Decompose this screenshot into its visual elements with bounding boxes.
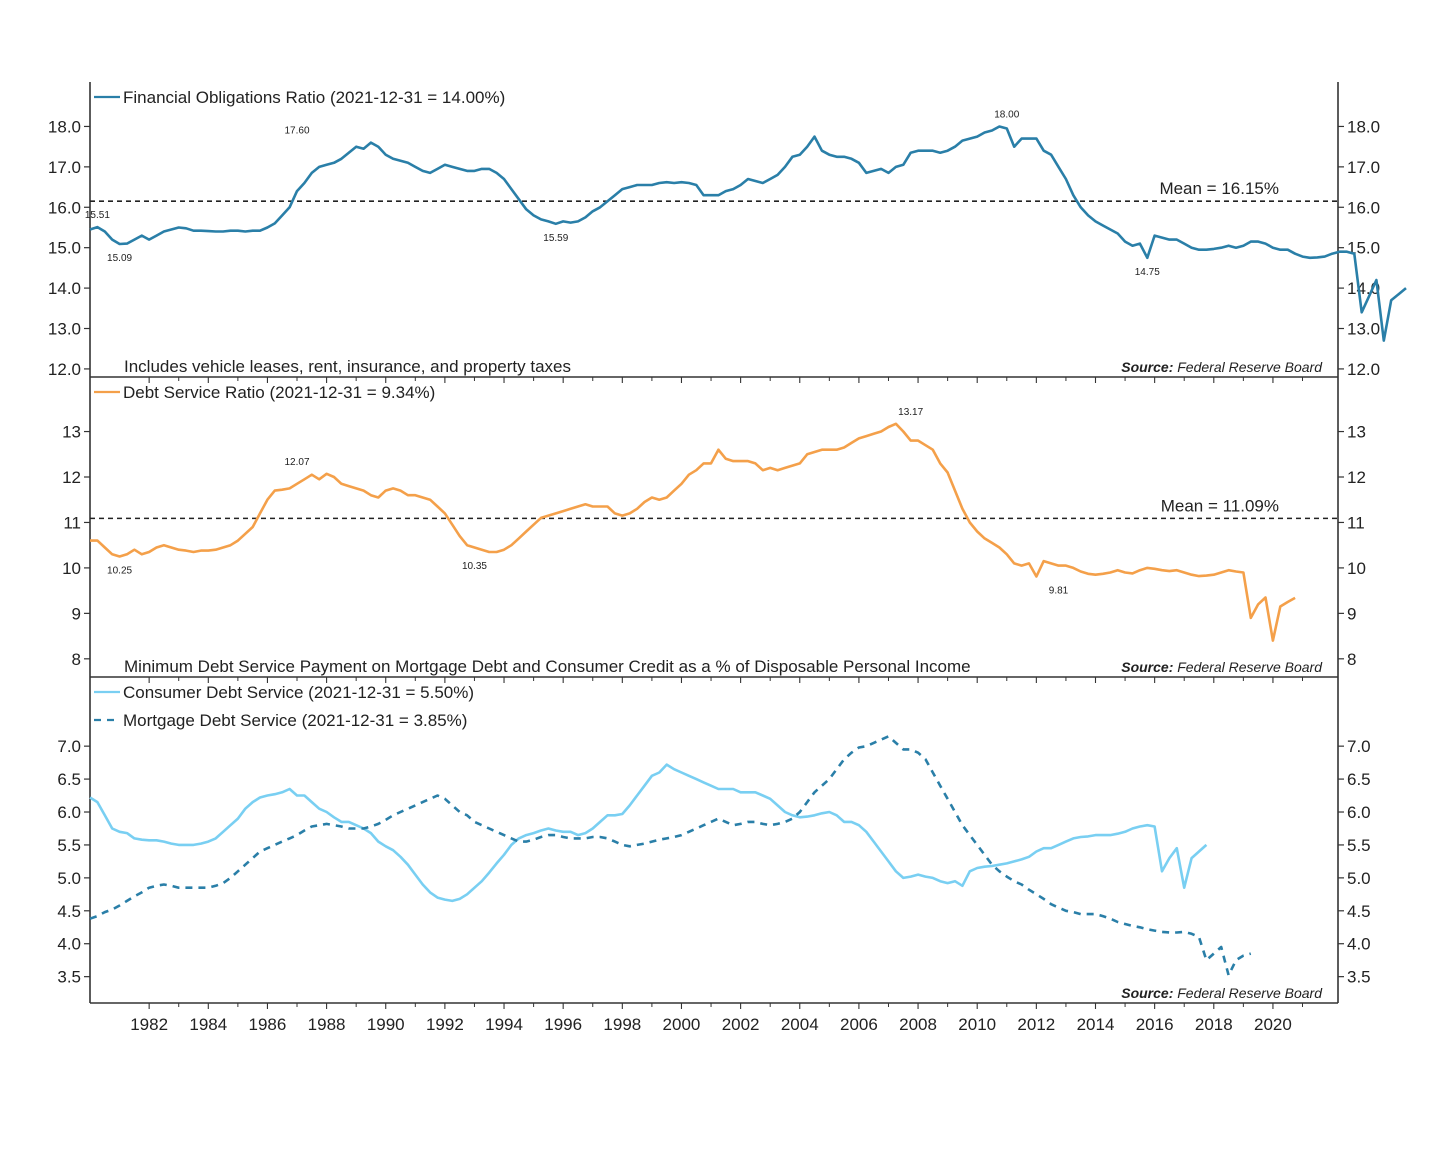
y-tick-label-left: 17.0 bbox=[48, 158, 81, 177]
data-label: 9.81 bbox=[1049, 586, 1069, 597]
y-tick-label-right: 13.0 bbox=[1347, 320, 1380, 339]
y-tick-label-right: 11 bbox=[1347, 513, 1365, 532]
x-tick-label: 2008 bbox=[899, 1015, 937, 1034]
y-tick-label-right: 16.0 bbox=[1347, 198, 1380, 217]
y-tick-label-right: 3.5 bbox=[1347, 968, 1371, 987]
y-tick-label-left: 5.0 bbox=[57, 869, 81, 888]
y-tick-label-left: 15.0 bbox=[48, 239, 81, 258]
source-text: Source: Federal Reserve Board bbox=[1121, 659, 1323, 675]
data-label: 18.00 bbox=[994, 109, 1019, 120]
source-name: Federal Reserve Board bbox=[1173, 359, 1323, 375]
y-tick-label-left: 14.0 bbox=[48, 279, 81, 298]
y-tick-label-right: 10 bbox=[1347, 559, 1366, 578]
y-tick-label-right: 4.0 bbox=[1347, 935, 1371, 954]
y-tick-label-right: 13 bbox=[1347, 423, 1366, 442]
y-tick-label-right: 15.0 bbox=[1347, 239, 1380, 258]
data-label: 13.17 bbox=[898, 407, 923, 418]
y-tick-label-right: 17.0 bbox=[1347, 158, 1380, 177]
series-line-financial-obligations bbox=[89, 125, 1407, 342]
y-tick-label-left: 6.5 bbox=[57, 770, 81, 789]
panel-components: 7.0 7.0 6.5 6.5 6.0 6.0 5.5 5.5 5.0 5.0 4.5 4.5 4.0 4… bbox=[57, 677, 1371, 1034]
data-label: 10.35 bbox=[462, 561, 487, 572]
y-tick-label-left: 13 bbox=[62, 423, 81, 442]
x-tick-label: 1984 bbox=[189, 1015, 227, 1034]
data-label: 15.59 bbox=[543, 233, 568, 244]
y-tick-label-left: 7.0 bbox=[57, 737, 81, 756]
series-line-consumer bbox=[89, 763, 1208, 903]
panel-note: Minimum Debt Service Payment on Mortgage… bbox=[124, 657, 971, 676]
data-label: 15.51 bbox=[85, 210, 110, 221]
x-tick-label: 1982 bbox=[130, 1015, 168, 1034]
x-tick-label: 1988 bbox=[308, 1015, 346, 1034]
y-tick-label-right: 7.0 bbox=[1347, 737, 1371, 756]
source-prefix: Source: bbox=[1121, 985, 1173, 1001]
series-line-debt-service bbox=[90, 422, 1296, 642]
x-tick-label: 1998 bbox=[603, 1015, 641, 1034]
y-tick-label-right: 5.5 bbox=[1347, 836, 1371, 855]
x-tick-label: 2020 bbox=[1254, 1015, 1292, 1034]
source-prefix: Source: bbox=[1121, 659, 1173, 675]
source-name: Federal Reserve Board bbox=[1173, 985, 1323, 1001]
x-tick-label: 2014 bbox=[1077, 1015, 1115, 1034]
legend-label: Mortgage Debt Service (2021-12-31 = 3.85… bbox=[123, 711, 467, 730]
data-label: 15.09 bbox=[107, 253, 132, 264]
x-tick-label: 1986 bbox=[249, 1015, 287, 1034]
y-tick-label-right: 14.0 bbox=[1347, 279, 1380, 298]
y-tick-label-right: 18.0 bbox=[1347, 117, 1380, 136]
data-label: 14.75 bbox=[1135, 267, 1160, 278]
x-tick-label: 2016 bbox=[1136, 1015, 1174, 1034]
x-tick-label: 2012 bbox=[1017, 1015, 1055, 1034]
x-tick-label: 2002 bbox=[722, 1015, 760, 1034]
y-tick-label-left: 8 bbox=[72, 650, 81, 669]
y-tick-label-left: 4.5 bbox=[57, 902, 81, 921]
legend-label: Financial Obligations Ratio (2021-12-31 … bbox=[123, 88, 505, 107]
x-tick-label: 1996 bbox=[544, 1015, 582, 1034]
source-name: Federal Reserve Board bbox=[1173, 659, 1323, 675]
y-tick-label-right: 5.0 bbox=[1347, 869, 1371, 888]
x-tick-label: 2000 bbox=[663, 1015, 701, 1034]
y-tick-label-right: 4.5 bbox=[1347, 902, 1371, 921]
mean-label: Mean = 11.09% bbox=[1161, 496, 1279, 515]
y-tick-label-left: 12 bbox=[62, 468, 81, 487]
y-tick-label-right: 6.0 bbox=[1347, 803, 1371, 822]
y-tick-label-left: 4.0 bbox=[57, 935, 81, 954]
x-tick-label: 2006 bbox=[840, 1015, 878, 1034]
x-tick-label: 1994 bbox=[485, 1015, 523, 1034]
y-tick-label-left: 6.0 bbox=[57, 803, 81, 822]
data-label: 10.25 bbox=[107, 566, 132, 577]
x-tick-label: 2010 bbox=[958, 1015, 996, 1034]
x-tick-label: 2018 bbox=[1195, 1015, 1233, 1034]
y-tick-label-left: 18.0 bbox=[48, 117, 81, 136]
y-tick-label-right: 6.5 bbox=[1347, 770, 1371, 789]
source-prefix: Source: bbox=[1121, 359, 1173, 375]
legend-label: Debt Service Ratio (2021-12-31 = 9.34%) bbox=[123, 383, 435, 402]
y-tick-label-left: 9 bbox=[72, 604, 81, 623]
panel-financial-obligations: 18.0 18.0 17.0 17.0 16.0 16.0 15.0 15.0 14.0 14.0… bbox=[48, 82, 1407, 383]
legend-label: Consumer Debt Service (2021-12-31 = 5.50… bbox=[123, 683, 474, 702]
x-tick-label: 2004 bbox=[781, 1015, 819, 1034]
y-tick-label-left: 11 bbox=[63, 513, 81, 532]
y-tick-label-right: 12.0 bbox=[1347, 360, 1380, 379]
x-tick-label: 1992 bbox=[426, 1015, 464, 1034]
panel-debt-service: 13 13 12 12 11 11 10 10 9 9 8 8 Mean = 11.09% Debt Se… bbox=[62, 377, 1366, 683]
y-tick-label-right: 8 bbox=[1347, 650, 1356, 669]
y-tick-label-left: 5.5 bbox=[57, 836, 81, 855]
y-tick-label-right: 12 bbox=[1347, 468, 1366, 487]
y-tick-label-left: 13.0 bbox=[48, 320, 81, 339]
data-label: 17.60 bbox=[284, 126, 309, 137]
mean-label: Mean = 16.15% bbox=[1159, 179, 1279, 198]
y-tick-label-left: 3.5 bbox=[57, 968, 81, 987]
y-tick-label-left: 16.0 bbox=[48, 198, 81, 217]
source-text: Source: Federal Reserve Board bbox=[1121, 359, 1323, 375]
series-line-mortgage bbox=[89, 734, 1252, 977]
y-tick-label-left: 10 bbox=[62, 559, 81, 578]
panel-note: Includes vehicle leases, rent, insurance… bbox=[124, 357, 571, 376]
data-label: 12.07 bbox=[284, 457, 309, 468]
x-tick-label: 1990 bbox=[367, 1015, 405, 1034]
source-text: Source: Federal Reserve Board bbox=[1121, 985, 1323, 1001]
y-tick-label-left: 12.0 bbox=[48, 360, 81, 379]
y-tick-label-right: 9 bbox=[1347, 604, 1356, 623]
